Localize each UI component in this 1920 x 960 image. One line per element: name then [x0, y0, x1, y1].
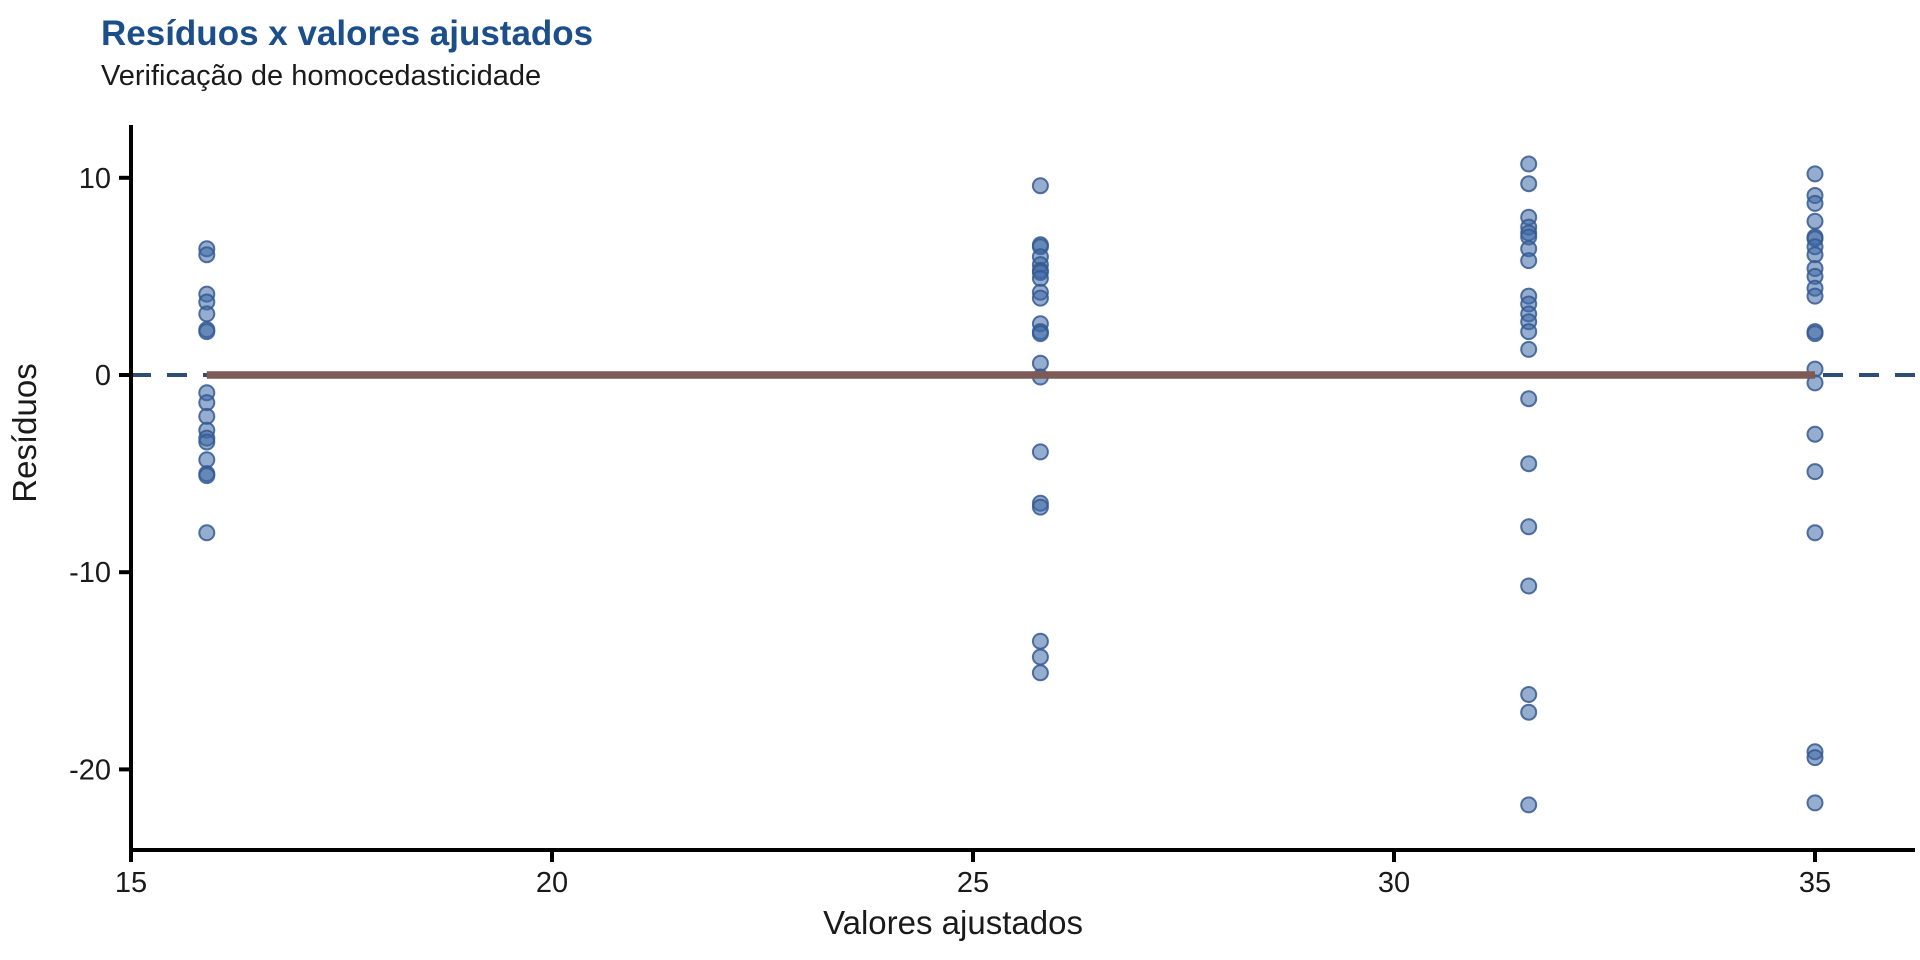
- data-point: [198, 246, 216, 264]
- data-point: [1520, 577, 1538, 595]
- x-axis-title: Valores ajustados: [823, 904, 1083, 941]
- data-point: [1520, 518, 1538, 536]
- y-tick-label: 10: [79, 163, 111, 195]
- data-point: [1806, 246, 1824, 264]
- data-point: [1806, 325, 1824, 343]
- x-tick-label: 25: [957, 867, 989, 899]
- data-point: [1520, 390, 1538, 408]
- data-point: [1806, 194, 1824, 212]
- data-point: [1520, 455, 1538, 473]
- data-point: [1806, 165, 1824, 183]
- data-point: [198, 407, 216, 425]
- data-point: [1520, 175, 1538, 193]
- data-point: [1806, 524, 1824, 542]
- data-point: [1031, 325, 1049, 343]
- data-point: [1520, 155, 1538, 173]
- data-point: [1520, 703, 1538, 721]
- x-tick-label: 30: [1378, 867, 1410, 899]
- data-point: [1520, 340, 1538, 358]
- data-point: [1031, 498, 1049, 516]
- data-point: [1806, 425, 1824, 443]
- x-tick-label: 20: [536, 867, 568, 899]
- data-point: [198, 467, 216, 485]
- data-point: [1806, 287, 1824, 305]
- data-point: [1520, 686, 1538, 703]
- data-point: [1520, 323, 1538, 341]
- data-point: [1031, 289, 1049, 307]
- data-point: [198, 394, 216, 412]
- x-tick-label: 35: [1799, 867, 1831, 899]
- data-point: [198, 433, 216, 451]
- chart-subtitle: Verificação de homocedasticidade: [101, 60, 542, 92]
- x-tick-label: 15: [115, 867, 147, 899]
- data-point: [1031, 443, 1049, 461]
- data-point: [1806, 212, 1824, 230]
- data-point: [1520, 796, 1538, 814]
- y-axis-title: Resíduos: [6, 363, 43, 502]
- data-point: [198, 524, 216, 542]
- data-point: [198, 305, 216, 323]
- data-point: [198, 451, 216, 469]
- data-point: [1031, 664, 1049, 682]
- y-tick-label: -20: [69, 754, 111, 786]
- data-point: [1520, 252, 1538, 270]
- data-point: [1031, 648, 1049, 666]
- data-point: [1806, 794, 1824, 812]
- data-point: [1031, 177, 1049, 195]
- y-tick-label: 0: [95, 360, 111, 392]
- data-point: [1806, 749, 1824, 767]
- data-point: [1806, 463, 1824, 481]
- chart-title: Resíduos x valores ajustados: [101, 14, 594, 53]
- y-tick-label: -10: [69, 557, 111, 589]
- data-point: [1031, 632, 1049, 650]
- data-point: [198, 323, 216, 341]
- data-point: [1031, 269, 1049, 287]
- data-point: [1031, 354, 1049, 372]
